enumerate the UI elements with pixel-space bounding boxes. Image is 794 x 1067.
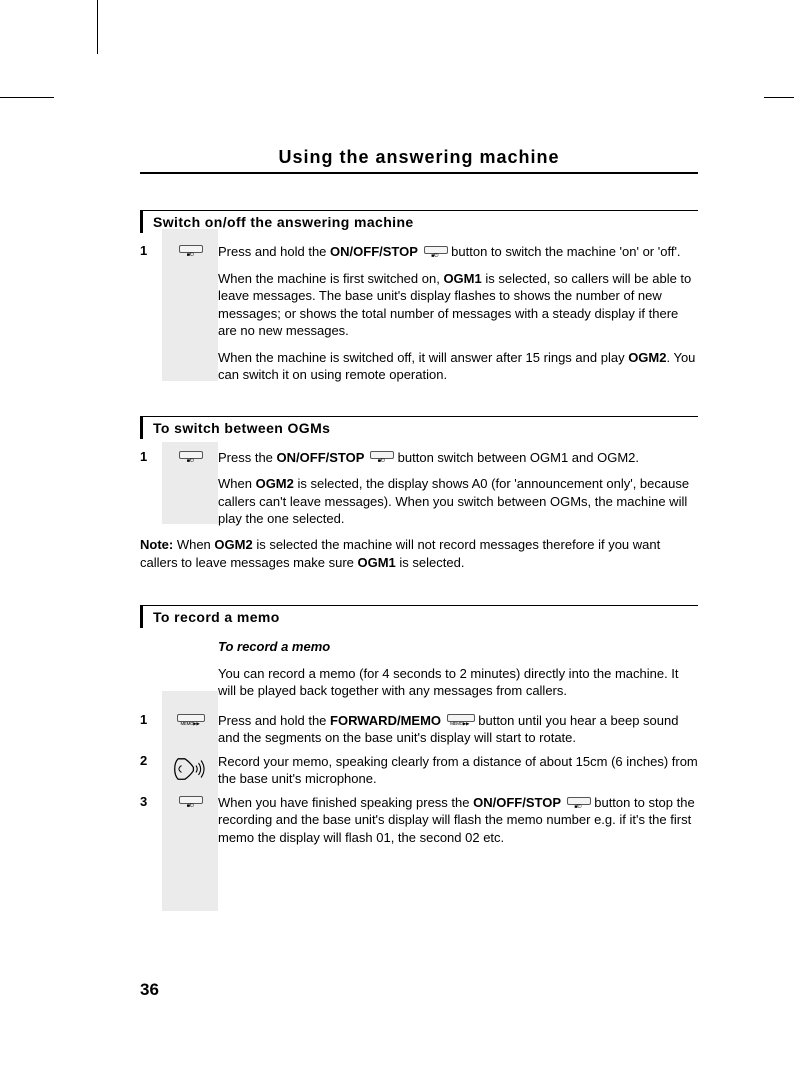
chapter-title: Using the answering machine [140,147,698,174]
text: button switch between OGM1 and OGM2. [394,450,639,465]
step-icon [162,794,218,810]
speak-icon [173,755,207,783]
text: When [173,537,214,552]
onoff-stop-icon [567,797,589,811]
step-number: 1 [140,712,162,727]
step-body: When you have finished speaking press th… [218,794,698,847]
bold-text: FORWARD/MEMO [330,713,441,728]
text: Press the [218,450,277,465]
step-number: 1 [140,449,162,464]
forward-memo-icon [447,714,473,728]
text: Press and hold the [218,244,330,259]
step-row: 1 Press and hold the FORWARD/MEMO button… [140,712,698,747]
text: When the machine is switched off, it wil… [218,350,628,365]
step-icon [162,712,218,728]
bold-text: ON/OFF/STOP [330,244,418,259]
onoff-stop-icon [370,451,392,465]
text: When [218,476,256,491]
step-number: 1 [140,243,162,258]
bold-text: OGM2 [256,476,294,491]
step-body: Press and hold the ON/OFF/STOP button to… [218,243,698,384]
onoff-stop-icon [179,245,201,259]
crop-mark [764,97,794,98]
note: Note: When OGM2 is selected the machine … [140,536,698,571]
sub-heading: To record a memo [218,638,698,656]
step-number: 2 [140,753,162,768]
step-body: Press and hold the FORWARD/MEMO button u… [218,712,698,747]
step-number: 3 [140,794,162,809]
text: You can record a memo (for 4 seconds to … [218,665,698,700]
step-body: Record your memo, speaking clearly from … [218,753,698,788]
bold-text: OGM2 [628,350,666,365]
onoff-stop-icon [424,246,446,260]
text: When the machine is first switched on, [218,271,443,286]
step-icon [162,449,218,465]
text: button to switch the machine 'on' or 'of… [448,244,681,259]
text: When you have finished speaking press th… [218,795,473,810]
bold-text: OGM1 [443,271,481,286]
bold-text: OGM2 [214,537,252,552]
onoff-stop-icon [179,796,201,810]
bold-text: Note: [140,537,173,552]
step-body: Press the ON/OFF/STOP button switch betw… [218,449,698,528]
step-row: 3 When you have finished speaking press … [140,794,698,847]
forward-memo-icon [177,714,203,728]
onoff-stop-icon [179,451,201,465]
crop-mark [97,0,98,54]
section-title: Switch on/off the answering machine [140,210,698,233]
step-row: 1 Press and hold the ON/OFF/STOP button … [140,243,698,384]
step-row: 1 Press the ON/OFF/STOP button switch be… [140,449,698,528]
section-title: To switch between OGMs [140,416,698,439]
bold-text: OGM1 [357,555,395,570]
step-body: To record a memo You can record a memo (… [218,638,698,700]
bold-text: ON/OFF/STOP [277,450,365,465]
step-icon [162,753,218,783]
step-icon [162,243,218,259]
text: Press and hold the [218,713,330,728]
intro-row: To record a memo You can record a memo (… [140,638,698,700]
section-title: To record a memo [140,605,698,628]
text: Record your memo, speaking clearly from … [218,754,698,787]
step-row: 2 Record your memo, speaking clearly fro… [140,753,698,788]
bold-text: ON/OFF/STOP [473,795,561,810]
crop-mark [0,97,54,98]
page-number: 36 [140,980,159,1000]
text: is selected. [396,555,465,570]
